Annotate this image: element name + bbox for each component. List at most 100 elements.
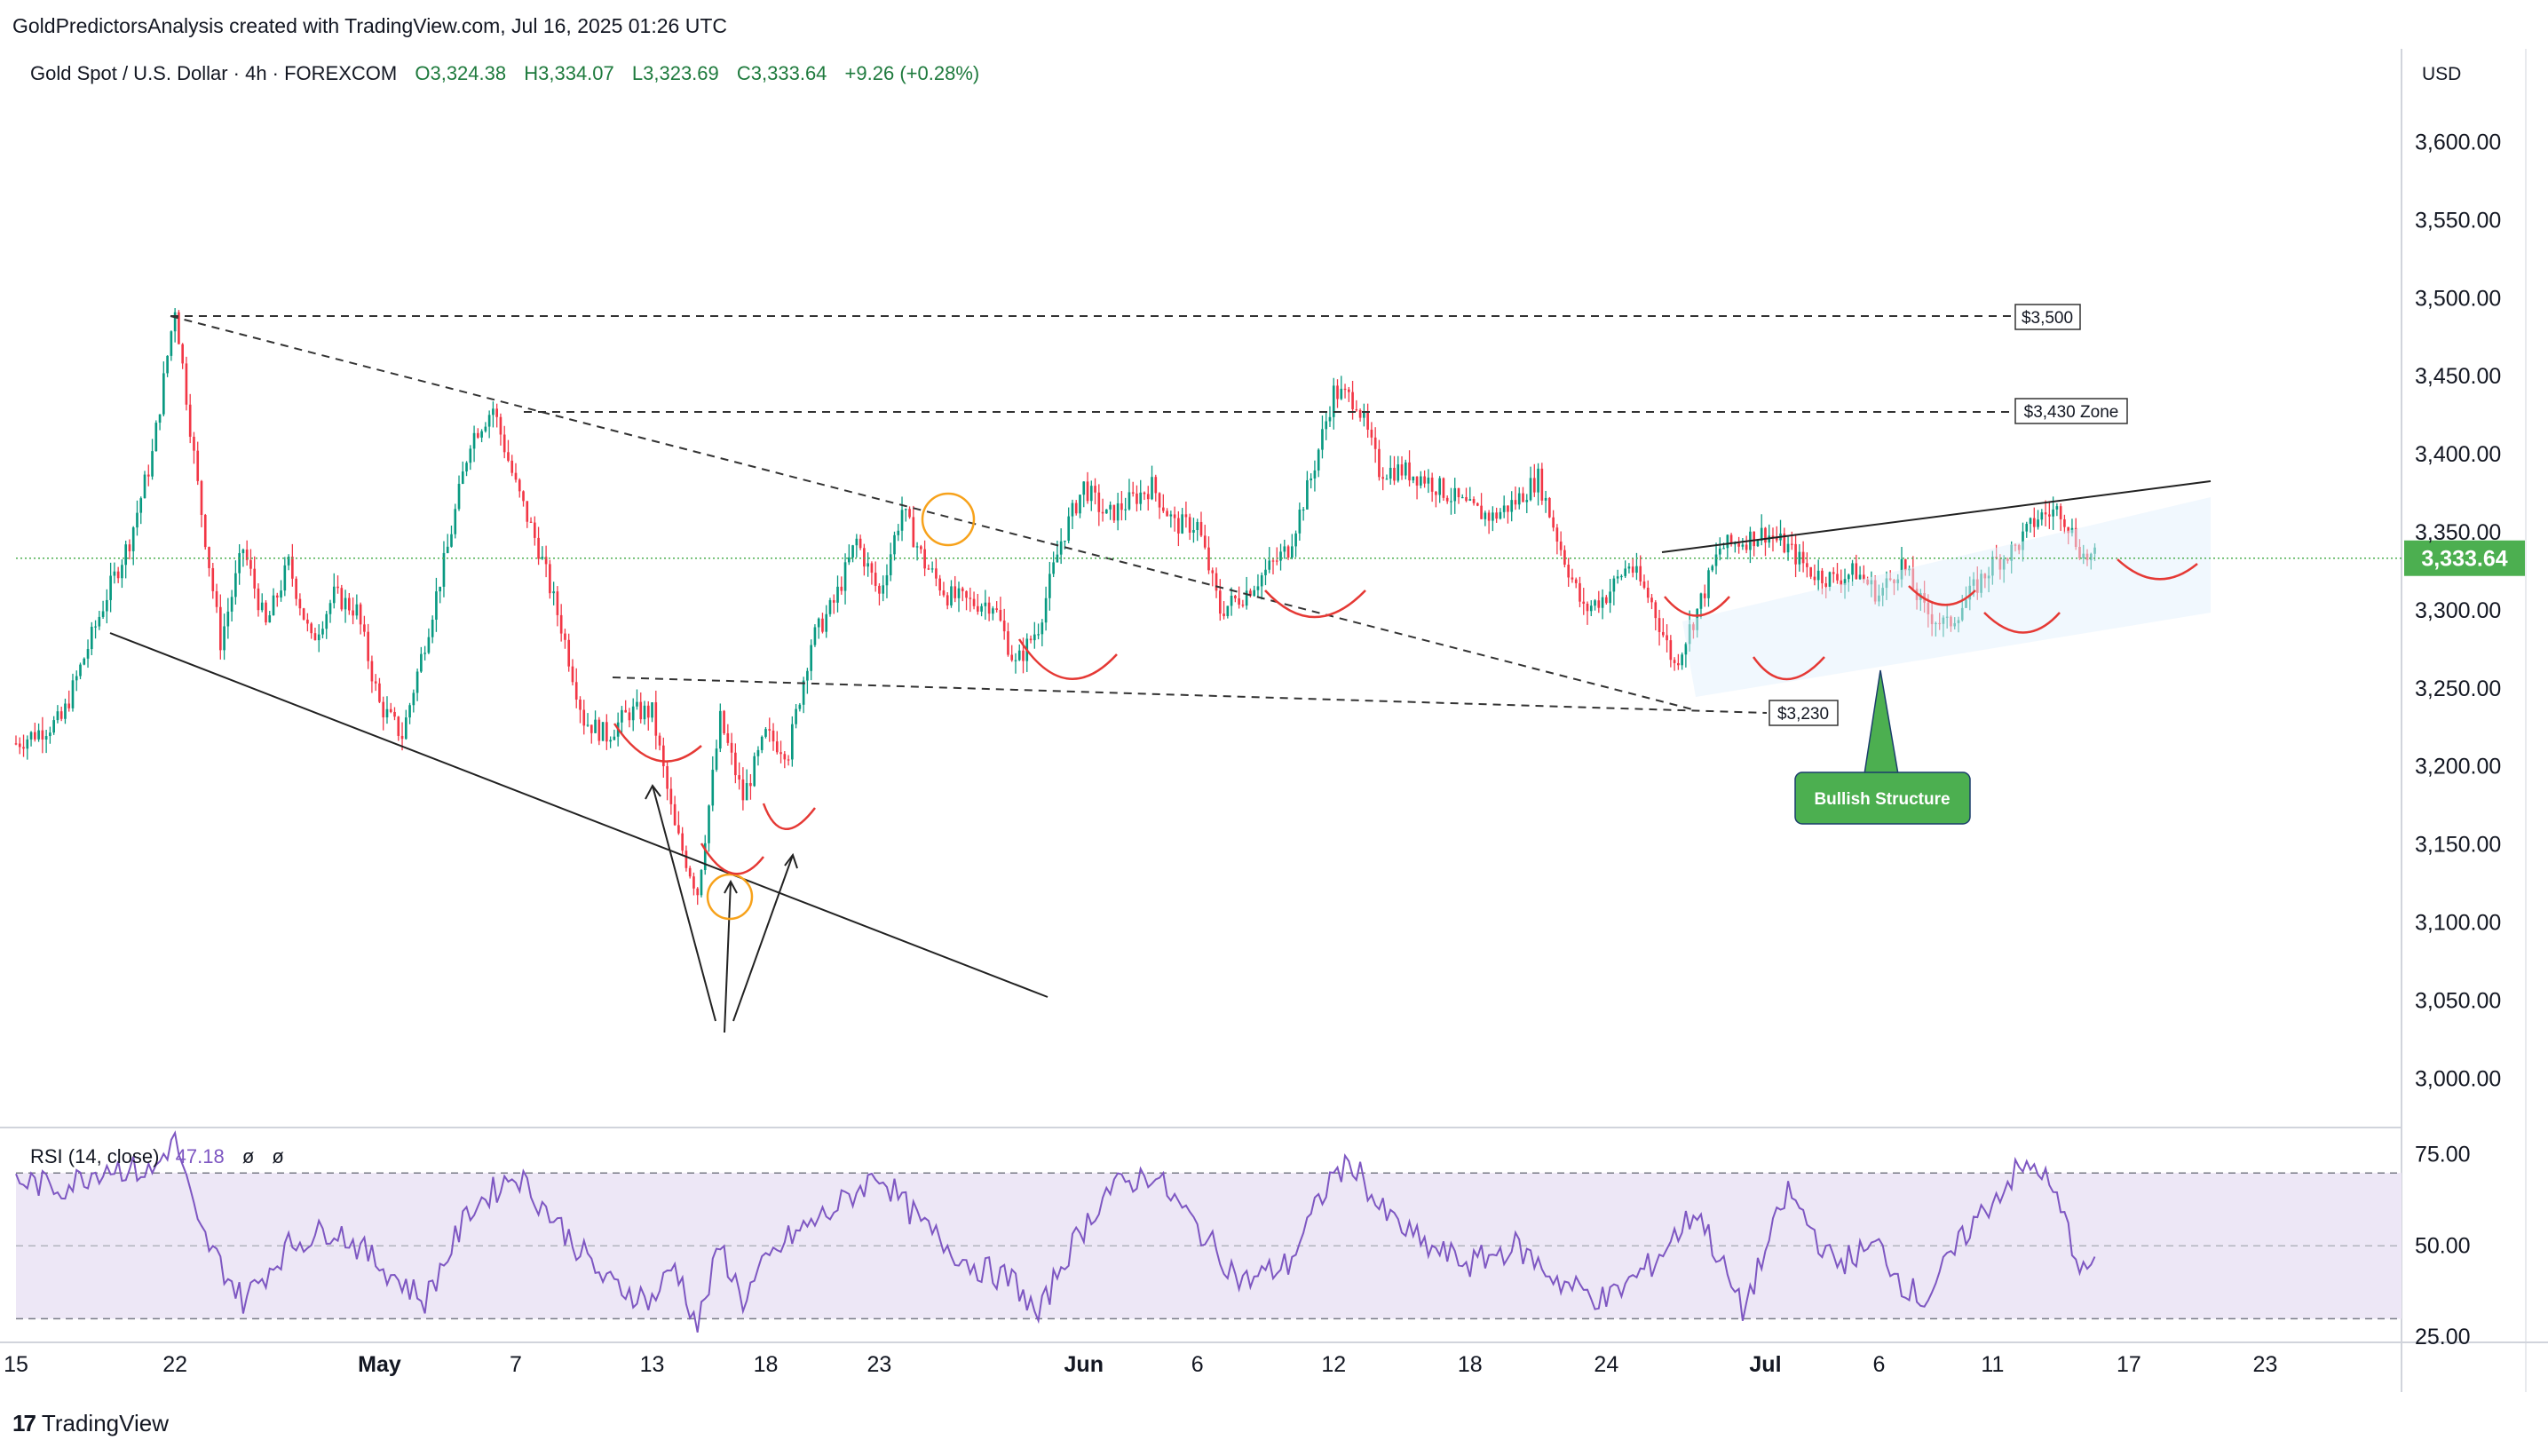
candle — [571, 659, 574, 686]
candle — [541, 546, 544, 560]
candle — [121, 559, 123, 589]
candle — [1438, 476, 1441, 503]
candle — [154, 420, 158, 452]
candle — [363, 615, 366, 637]
level-3230-text: $3,230 — [1777, 705, 1829, 724]
candle — [1624, 560, 1626, 578]
candle — [340, 584, 344, 612]
tradingview-footer[interactable]: 17 TradingView — [12, 1410, 169, 1437]
candle — [2055, 503, 2059, 517]
candle — [295, 576, 297, 606]
candle — [768, 717, 772, 742]
candle — [624, 700, 627, 713]
candle — [658, 732, 661, 751]
candle — [847, 544, 851, 566]
rsi-tick-label: 75.00 — [2415, 1143, 2471, 1167]
candle — [218, 594, 222, 660]
candle — [930, 561, 934, 574]
candle — [628, 708, 631, 728]
candle — [1764, 526, 1767, 557]
candle — [1014, 653, 1017, 674]
candle — [37, 723, 40, 742]
candle — [938, 574, 942, 596]
candle — [131, 526, 135, 566]
candle — [1749, 526, 1752, 564]
candle — [275, 592, 279, 607]
candle — [454, 503, 457, 539]
candle — [1067, 507, 1071, 543]
candle — [1139, 479, 1143, 511]
candle — [106, 589, 108, 624]
candle — [798, 702, 802, 712]
price-tick-label: 3,600.00 — [2415, 130, 2501, 154]
candle — [1291, 534, 1294, 560]
candle — [1238, 586, 1240, 609]
candle — [1745, 535, 1748, 554]
candle — [2044, 500, 2047, 526]
candle — [344, 590, 347, 623]
level-3500-text: $3,500 — [2022, 309, 2073, 328]
candle — [636, 689, 638, 710]
candle — [1037, 623, 1040, 640]
candle — [1729, 533, 1733, 547]
candle — [1033, 621, 1036, 649]
candle — [41, 716, 44, 754]
candle — [510, 455, 514, 477]
candle — [435, 577, 438, 632]
candle — [1465, 487, 1468, 502]
candle — [1779, 519, 1782, 546]
candle — [946, 592, 949, 610]
candle — [1146, 486, 1150, 511]
tradingview-logo-icon: 17 — [12, 1410, 36, 1436]
candle — [1567, 558, 1571, 587]
candle — [522, 490, 525, 507]
candle — [1253, 585, 1256, 597]
candle — [14, 735, 18, 746]
candle — [245, 540, 249, 566]
candle — [283, 557, 287, 597]
candle — [44, 730, 48, 754]
candle — [291, 543, 294, 587]
candle — [1355, 400, 1358, 412]
candle — [1294, 530, 1297, 558]
candle — [1097, 484, 1101, 526]
candle — [472, 425, 476, 463]
candle — [1737, 536, 1740, 554]
candle — [567, 633, 571, 672]
candle — [787, 755, 790, 766]
candle — [1658, 609, 1661, 646]
candle — [904, 508, 907, 522]
candle — [1457, 487, 1460, 504]
candle — [230, 590, 233, 622]
candle — [552, 582, 555, 605]
candle — [325, 611, 328, 639]
candle — [1082, 481, 1086, 508]
candle — [2040, 509, 2044, 526]
level-3430-text: $3,430 Zone — [2024, 403, 2119, 422]
candle — [1563, 545, 1566, 568]
candle — [1620, 574, 1623, 581]
current-price-tag: 3,333.64 — [2404, 540, 2525, 576]
candle — [2032, 507, 2036, 538]
candle — [1537, 463, 1539, 506]
time-tick-label: 18 — [1458, 1352, 1483, 1377]
candle — [162, 361, 165, 416]
candle — [502, 425, 506, 459]
candle — [234, 560, 237, 605]
candle — [654, 690, 658, 750]
currency-label[interactable]: USD — [2422, 64, 2462, 84]
candle — [223, 613, 226, 661]
candle — [52, 716, 55, 735]
candle — [643, 700, 646, 725]
candle — [1472, 496, 1476, 506]
candle — [651, 702, 653, 723]
candle — [389, 702, 392, 714]
candle — [1532, 463, 1536, 497]
candle — [181, 343, 184, 369]
candle — [306, 613, 309, 632]
candle — [109, 562, 112, 613]
candle — [1275, 547, 1278, 566]
time-tick-label: 6 — [1191, 1352, 1204, 1377]
candle — [1086, 471, 1089, 504]
